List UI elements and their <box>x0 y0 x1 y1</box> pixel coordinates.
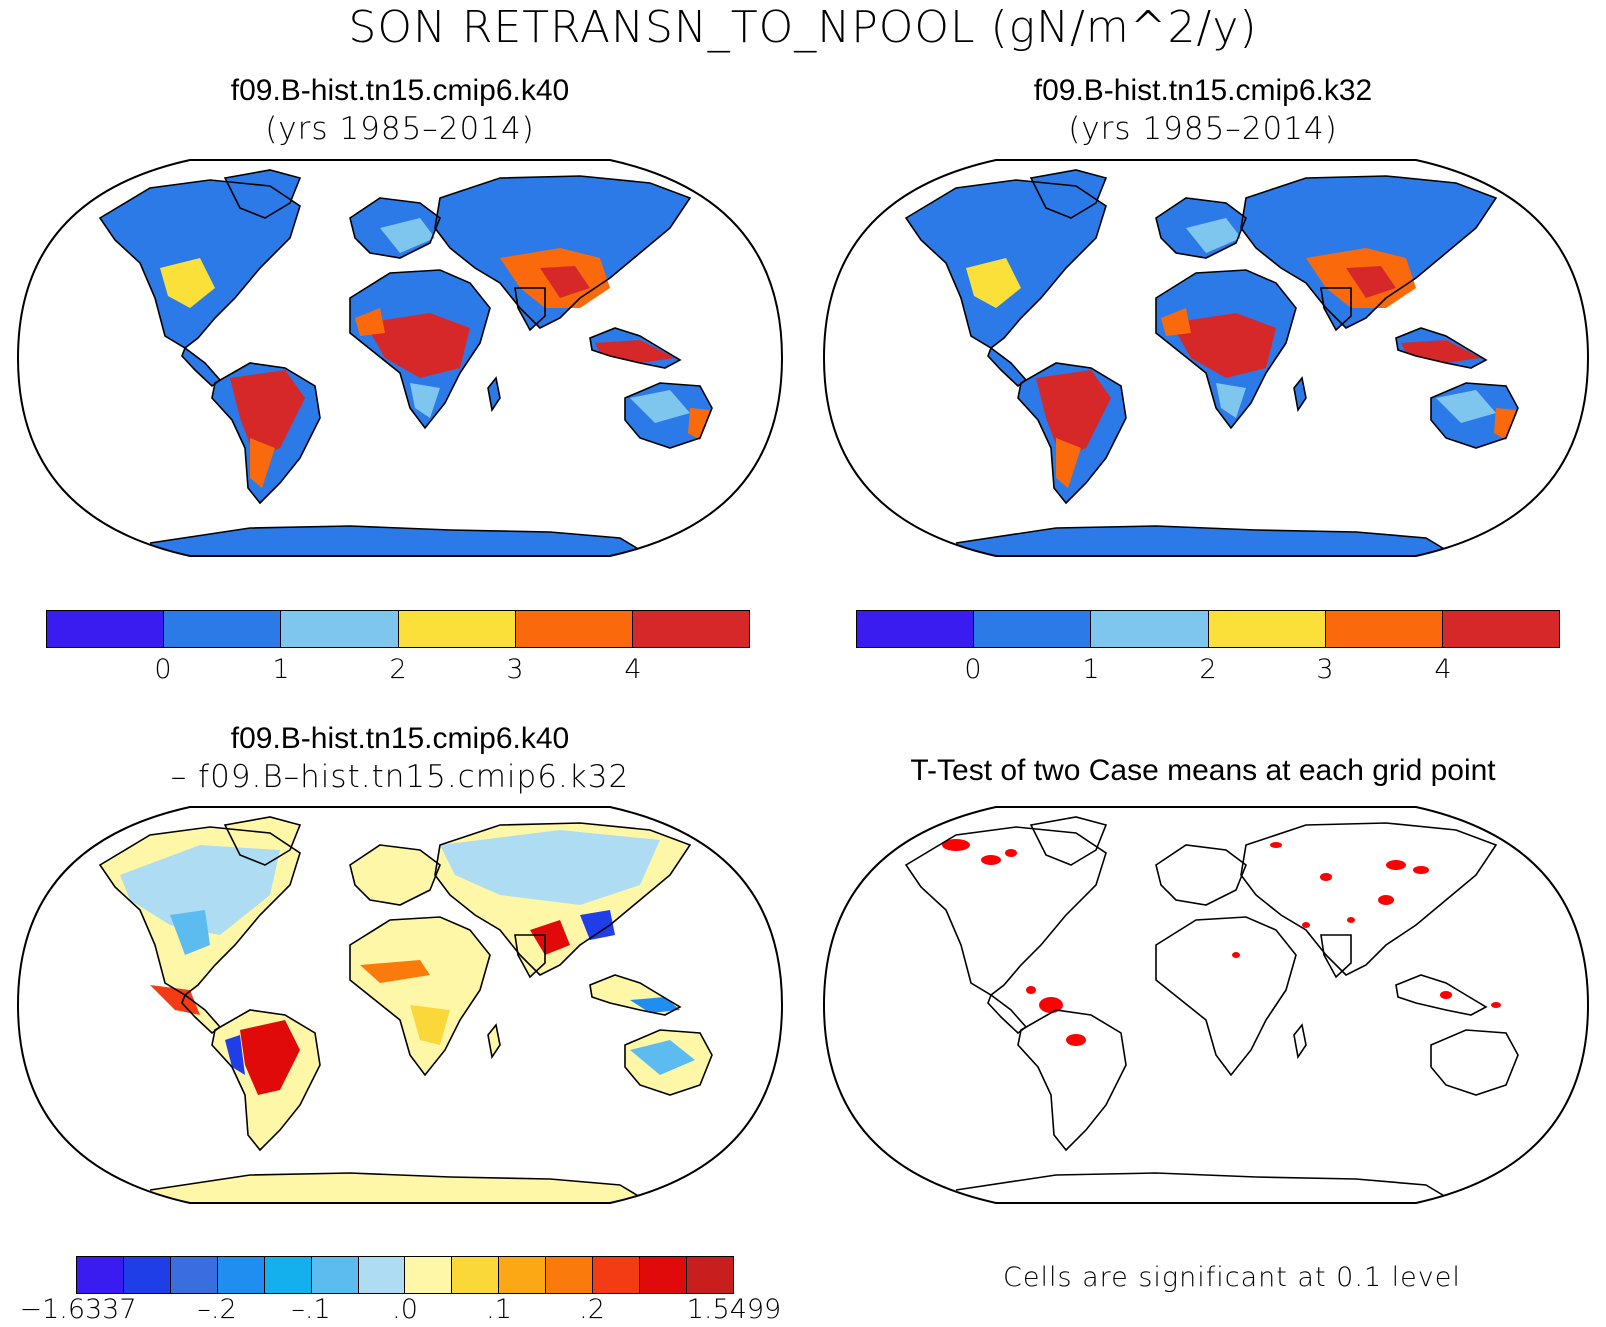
colorbar-cell <box>857 611 975 647</box>
colorbar-cell <box>264 1257 312 1293</box>
colorbar-cell <box>398 611 516 647</box>
colorbar-cell <box>358 1257 406 1293</box>
colorbar-cell <box>281 611 399 647</box>
colorbar-tick: 3 <box>506 654 524 685</box>
panel-title-bottom-left: f09.B-hist.tn15.cmip6.k40 – f09.B–hist.t… <box>0 720 800 796</box>
colorbar-tick: 4 <box>624 654 642 685</box>
colorbar-cell <box>632 611 750 647</box>
colorbar-tick: 0 <box>154 654 172 685</box>
colorbar-top-right <box>856 610 1560 648</box>
figure-title: SON RETRANSN_TO_NPOOL (gN/m^2/y) <box>348 2 1258 53</box>
colorbar-cell <box>1208 611 1326 647</box>
colorbar-tick: 1.5499 <box>686 1294 782 1325</box>
colorbar-tick: .1 <box>486 1294 512 1325</box>
colorbar-cell <box>123 1257 171 1293</box>
colorbar-tick: .2 <box>579 1294 605 1325</box>
colorbar-cell <box>499 1257 547 1293</box>
colorbar-cell <box>974 611 1092 647</box>
colorbar-tick: –.2 <box>197 1294 237 1325</box>
map-bottom-right <box>823 806 1589 1204</box>
significance-note: Cells are significant at 0.1 level <box>1003 1262 1461 1293</box>
colorbar-cell <box>170 1257 218 1293</box>
panel-title-top-right: f09.B-hist.tn15.cmip6.k32 (yrs 1985–2014… <box>800 72 1606 148</box>
colorbar-tick: –.1 <box>291 1294 331 1325</box>
panel-title-bottom-right: T-Test of two Case means at each grid po… <box>800 752 1606 790</box>
colorbar-cell <box>217 1257 265 1293</box>
colorbar-cell <box>77 1257 124 1293</box>
colorbar-cell <box>1091 611 1209 647</box>
map-bottom-left <box>17 806 783 1204</box>
colorbar-tick: 4 <box>1434 654 1452 685</box>
colorbar-cell <box>311 1257 359 1293</box>
colorbar-tick: 2 <box>389 654 407 685</box>
colorbar-difference <box>76 1256 734 1294</box>
panel-title-top-right-years: (yrs 1985–2014) <box>1068 111 1338 147</box>
map-top-left <box>17 159 783 557</box>
colorbar-tick: 1 <box>272 654 290 685</box>
colorbar-tick: −1.6337 <box>19 1294 137 1325</box>
panel-title-top-left: f09.B-hist.tn15.cmip6.k40 (yrs 1985–2014… <box>0 72 800 148</box>
panel-title-bottom-right-ttest: T-Test of two Case means at each grid po… <box>910 754 1496 787</box>
panel-title-bottom-left-minus: – f09.B–hist.tn15.cmip6.k32 <box>170 759 630 795</box>
panel-title-top-left-case: f09.B-hist.tn15.cmip6.k40 <box>230 74 570 107</box>
colorbar-cell <box>686 1257 733 1293</box>
colorbar-tick: 2 <box>1199 654 1217 685</box>
panel-title-bottom-left-case: f09.B-hist.tn15.cmip6.k40 <box>230 722 570 755</box>
colorbar-cell <box>1442 611 1560 647</box>
colorbar-cell <box>546 1257 594 1293</box>
panel-title-top-left-years: (yrs 1985–2014) <box>265 111 535 147</box>
colorbar-cell <box>452 1257 500 1293</box>
colorbar-tick: .0 <box>392 1294 418 1325</box>
panel-title-top-right-case: f09.B-hist.tn15.cmip6.k32 <box>1033 74 1373 107</box>
colorbar-tick: 1 <box>1082 654 1100 685</box>
colorbar-cell <box>640 1257 687 1293</box>
colorbar-cell <box>1325 611 1443 647</box>
colorbar-tick: 3 <box>1316 654 1334 685</box>
colorbar-cell <box>593 1257 641 1293</box>
map-top-right <box>823 159 1589 557</box>
colorbar-cell <box>164 611 282 647</box>
colorbar-top-left <box>46 610 750 648</box>
colorbar-cell <box>515 611 633 647</box>
colorbar-cell <box>405 1257 453 1293</box>
colorbar-tick: 0 <box>964 654 982 685</box>
colorbar-cell <box>47 611 165 647</box>
